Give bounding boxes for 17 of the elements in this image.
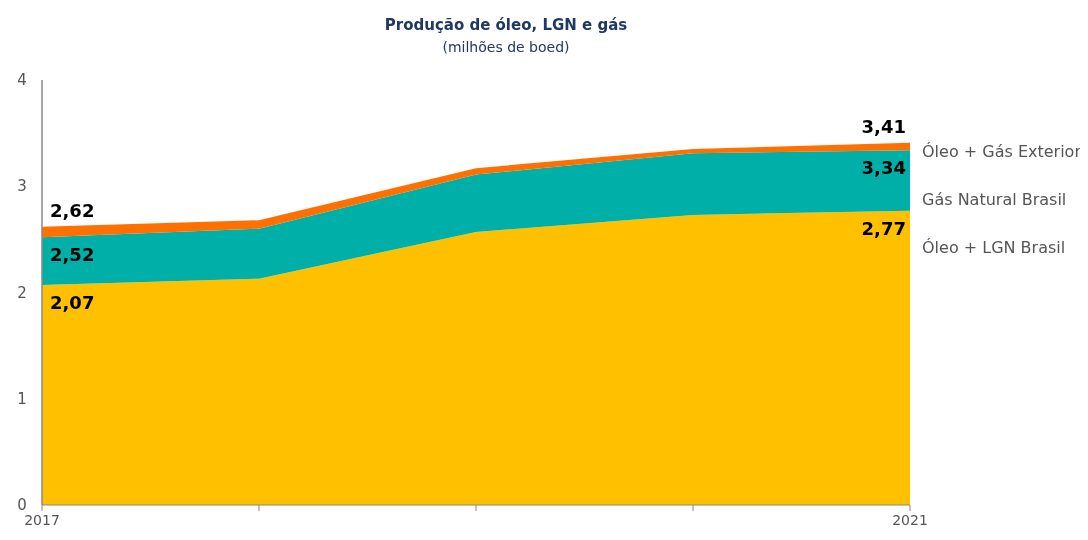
annotation: 3,34 bbox=[861, 157, 906, 179]
annotation: 2,52 bbox=[50, 244, 95, 266]
y-tick-label: 0 bbox=[17, 496, 27, 514]
chart-title: Produção de óleo, LGN e gás bbox=[384, 16, 628, 34]
chart-subtitle: (milhões de boed) bbox=[442, 39, 570, 55]
series-label: Gás Natural Brasil bbox=[922, 189, 1067, 209]
series-label: Óleo + LGN Brasil bbox=[922, 237, 1066, 257]
x-tick-label: 2017 bbox=[24, 512, 60, 528]
y-tick-label: 3 bbox=[17, 177, 27, 196]
y-tick-label: 4 bbox=[17, 71, 27, 89]
annotation: 2,77 bbox=[861, 217, 906, 239]
annotation: 2,62 bbox=[50, 199, 95, 221]
annotation: 3,41 bbox=[861, 115, 906, 137]
x-tick-label: 2021 bbox=[892, 512, 928, 528]
y-tick-label: 2 bbox=[17, 283, 27, 302]
annotation: 2,07 bbox=[50, 292, 95, 314]
y-tick-label: 1 bbox=[17, 389, 27, 408]
